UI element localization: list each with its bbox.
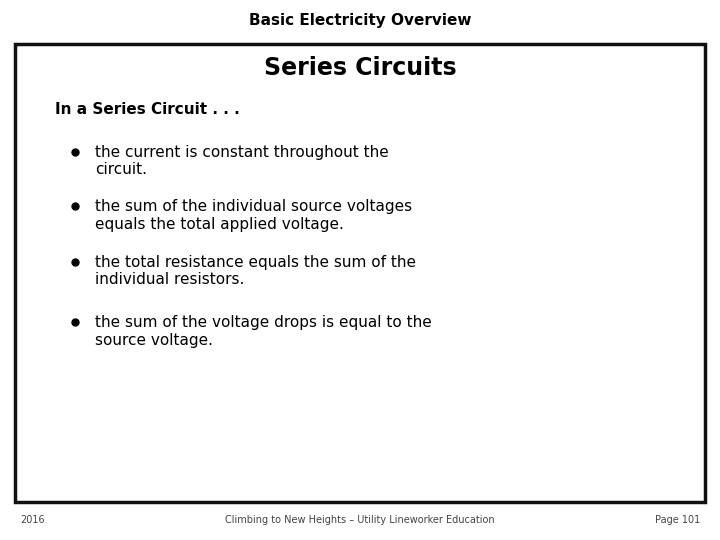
Text: Page 101: Page 101 (654, 515, 700, 525)
Text: equals the total applied voltage.: equals the total applied voltage. (95, 217, 344, 232)
Text: Series Circuits: Series Circuits (264, 56, 456, 80)
Text: individual resistors.: individual resistors. (95, 273, 244, 287)
Text: source voltage.: source voltage. (95, 333, 213, 348)
Text: circuit.: circuit. (95, 163, 147, 178)
Text: the sum of the individual source voltages: the sum of the individual source voltage… (95, 199, 412, 213)
Text: the sum of the voltage drops is equal to the: the sum of the voltage drops is equal to… (95, 314, 432, 329)
Text: the current is constant throughout the: the current is constant throughout the (95, 145, 389, 159)
FancyBboxPatch shape (15, 44, 705, 502)
Text: 2016: 2016 (20, 515, 45, 525)
Text: Climbing to New Heights – Utility Lineworker Education: Climbing to New Heights – Utility Linewo… (225, 515, 495, 525)
Text: Basic Electricity Overview: Basic Electricity Overview (248, 12, 472, 28)
Text: In a Series Circuit . . .: In a Series Circuit . . . (55, 103, 240, 118)
Text: the total resistance equals the sum of the: the total resistance equals the sum of t… (95, 254, 416, 269)
